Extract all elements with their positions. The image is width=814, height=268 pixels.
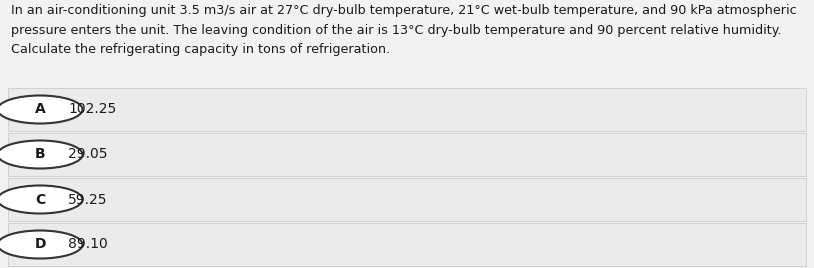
Circle shape bbox=[0, 95, 82, 124]
Text: A: A bbox=[35, 102, 46, 117]
Circle shape bbox=[0, 230, 82, 259]
Circle shape bbox=[0, 185, 82, 214]
Text: 29.05: 29.05 bbox=[68, 147, 107, 162]
Text: 102.25: 102.25 bbox=[68, 102, 116, 117]
FancyBboxPatch shape bbox=[8, 223, 806, 266]
Text: B: B bbox=[35, 147, 46, 162]
FancyBboxPatch shape bbox=[8, 178, 806, 221]
FancyBboxPatch shape bbox=[8, 88, 806, 131]
Text: C: C bbox=[35, 192, 45, 207]
Text: 89.10: 89.10 bbox=[68, 237, 107, 251]
FancyBboxPatch shape bbox=[8, 133, 806, 176]
Circle shape bbox=[0, 140, 82, 169]
Text: 59.25: 59.25 bbox=[68, 192, 107, 207]
Text: D: D bbox=[34, 237, 46, 251]
Text: In an air-conditioning unit 3.5 m3/s air at 27°C dry-bulb temperature, 21°C wet-: In an air-conditioning unit 3.5 m3/s air… bbox=[11, 4, 796, 56]
